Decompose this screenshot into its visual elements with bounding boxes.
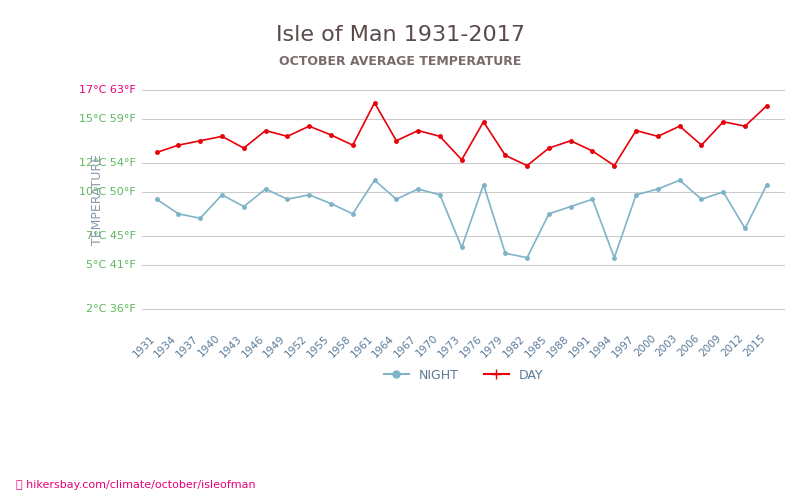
Text: 12°C 54°F: 12°C 54°F (78, 158, 136, 168)
Text: OCTOBER AVERAGE TEMPERATURE: OCTOBER AVERAGE TEMPERATURE (279, 55, 521, 68)
Text: Isle of Man 1931-2017: Isle of Man 1931-2017 (275, 25, 525, 45)
Text: 5°C 41°F: 5°C 41°F (86, 260, 136, 270)
Text: 17°C 63°F: 17°C 63°F (79, 84, 136, 94)
Text: ⭕ hikersbay.com/climate/october/isleofman: ⭕ hikersbay.com/climate/october/isleofma… (16, 480, 256, 490)
Text: 10°C 50°F: 10°C 50°F (79, 187, 136, 197)
Text: 15°C 59°F: 15°C 59°F (79, 114, 136, 124)
Text: 2°C 36°F: 2°C 36°F (86, 304, 136, 314)
Text: TEMPERATURE: TEMPERATURE (90, 154, 103, 244)
Legend: NIGHT, DAY: NIGHT, DAY (379, 364, 548, 387)
Text: 7°C 45°F: 7°C 45°F (86, 231, 136, 241)
